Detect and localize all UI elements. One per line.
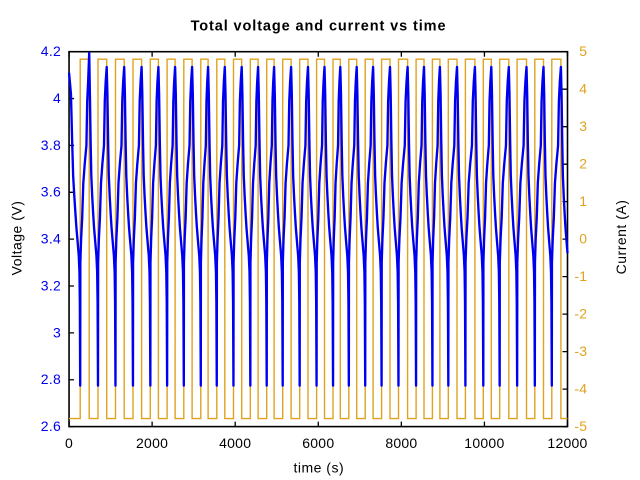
svg-text:-3: -3 [574, 343, 587, 359]
svg-text:-2: -2 [574, 306, 587, 322]
svg-text:-4: -4 [574, 381, 587, 397]
svg-text:Voltage (V): Voltage (V) [9, 201, 25, 276]
svg-text:3: 3 [579, 118, 587, 134]
svg-text:3: 3 [53, 324, 61, 340]
svg-text:12000: 12000 [547, 435, 587, 451]
svg-text:6000: 6000 [302, 435, 334, 451]
svg-text:2.8: 2.8 [41, 371, 61, 387]
svg-text:-1: -1 [574, 268, 587, 284]
svg-text:4: 4 [579, 81, 587, 97]
svg-text:3.8: 3.8 [41, 137, 61, 153]
svg-text:5: 5 [579, 43, 587, 59]
svg-text:3.4: 3.4 [41, 231, 61, 247]
svg-text:3.2: 3.2 [41, 277, 61, 293]
svg-text:1: 1 [579, 193, 587, 209]
svg-text:2.6: 2.6 [41, 418, 61, 434]
svg-text:-5: -5 [574, 418, 587, 434]
svg-text:4: 4 [53, 90, 61, 106]
svg-text:time (s): time (s) [293, 460, 344, 476]
svg-text:10000: 10000 [464, 435, 504, 451]
svg-text:3.6: 3.6 [41, 184, 61, 200]
svg-text:0: 0 [65, 435, 73, 451]
svg-text:4.2: 4.2 [41, 43, 61, 59]
svg-text:2: 2 [579, 156, 587, 172]
svg-text:2000: 2000 [136, 435, 168, 451]
svg-text:0: 0 [579, 231, 587, 247]
svg-text:4000: 4000 [219, 435, 251, 451]
svg-text:Current (A): Current (A) [613, 200, 629, 275]
svg-text:8000: 8000 [385, 435, 417, 451]
svg-text:Total voltage and current vs t: Total voltage and current vs time [191, 19, 447, 35]
